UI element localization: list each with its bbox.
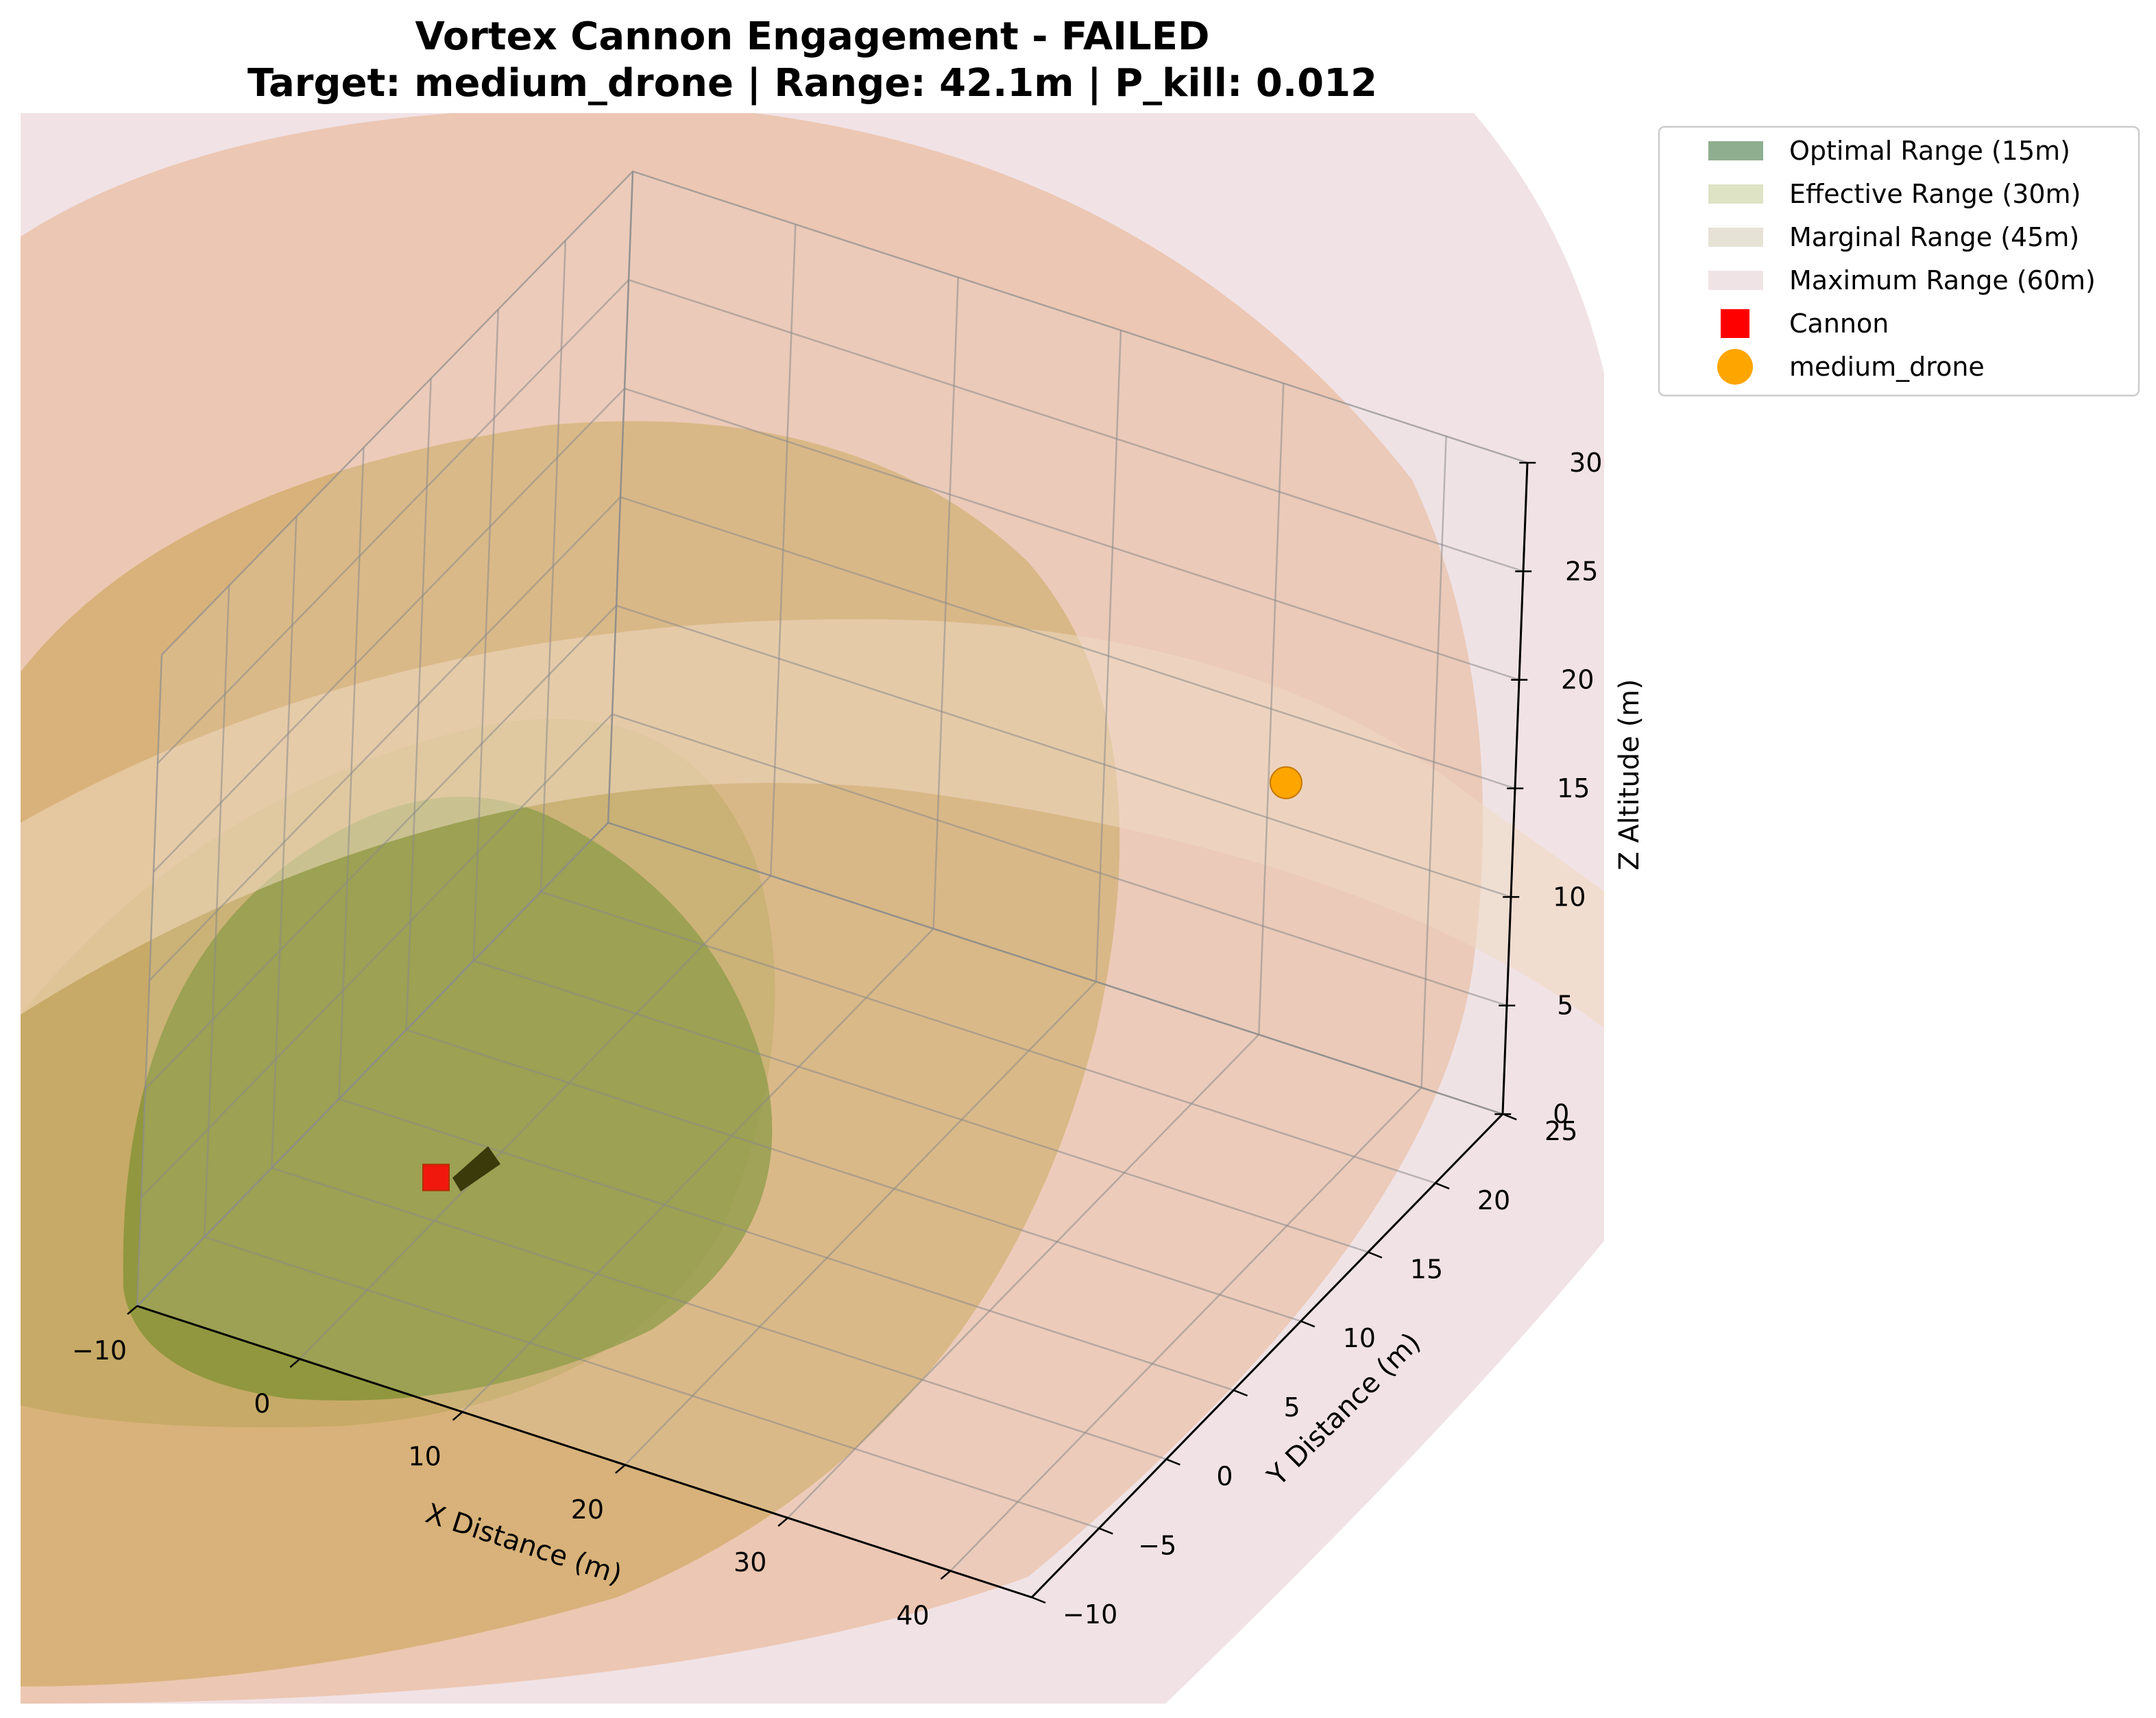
grid-line-y — [406, 1029, 1302, 1322]
grid-line-y — [473, 960, 1369, 1253]
x-tick-mark — [615, 1464, 626, 1474]
z-tick-label: 25 — [1565, 556, 1598, 586]
x-tick-label: 20 — [571, 1495, 604, 1525]
grid-line-z — [157, 279, 629, 764]
y-axis-ticks: −10 −5 0 5 10 15 20 25 — [1031, 1113, 1577, 1630]
z-tick-label: 30 — [1569, 448, 1602, 478]
legend-label: Cannon — [1789, 308, 1889, 339]
y-tick-label: 5 — [1284, 1392, 1300, 1423]
legend-label: medium_drone — [1789, 352, 1985, 382]
x-tick-mark — [289, 1358, 301, 1368]
y-tick-mark — [1300, 1320, 1316, 1328]
legend-swatch — [1708, 271, 1763, 290]
y-tick-mark — [1233, 1389, 1248, 1397]
legend-swatch — [1717, 349, 1753, 385]
grid-line-z — [153, 387, 625, 873]
legend-label: Marginal Range (45m) — [1789, 222, 2079, 252]
y-tick-label: −10 — [1063, 1599, 1117, 1630]
grid-line-z — [161, 171, 633, 655]
x-axis-ticks: −10 0 10 20 30 40 — [72, 1305, 952, 1630]
x-tick-mark — [777, 1517, 789, 1527]
y-tick-label: 15 — [1410, 1254, 1443, 1284]
legend-label: Maximum Range (60m) — [1789, 265, 2096, 295]
data-points — [422, 766, 1303, 1191]
y-tick-mark — [1031, 1596, 1046, 1604]
x-tick-mark — [127, 1305, 138, 1315]
drone-marker — [1269, 766, 1303, 799]
y-tick-label: −5 — [1138, 1530, 1176, 1560]
x-tick-label: 10 — [408, 1442, 441, 1472]
y-tick-mark — [1368, 1251, 1383, 1259]
grid-line-z — [141, 713, 613, 1198]
cannon-barrel — [452, 1146, 500, 1191]
y-tick-mark — [1165, 1458, 1180, 1466]
legend-swatch — [1708, 184, 1763, 204]
legend-swatch — [1721, 309, 1749, 338]
chart-subtitle: Target: medium_drone | Range: 42.1m | P_… — [247, 61, 1377, 106]
z-tick-label: 10 — [1553, 882, 1586, 912]
grid-line-z — [607, 821, 1503, 1115]
z-axis-ticks: 0 5 10 15 20 25 30 — [1494, 448, 1602, 1129]
x-tick-label: 40 — [896, 1600, 929, 1630]
cannon-marker — [422, 1163, 450, 1191]
x-axis-line — [136, 1305, 1032, 1599]
legend-swatch — [1708, 228, 1763, 247]
grid-line-y — [204, 1236, 1100, 1529]
x-tick-label: 30 — [734, 1547, 766, 1577]
legend-frame — [1658, 125, 2140, 397]
z-tick-label: 0 — [1553, 1099, 1569, 1129]
optimal-range-shell — [123, 797, 773, 1401]
x-tick-label: 0 — [254, 1388, 270, 1418]
y-tick-mark — [1098, 1527, 1113, 1535]
legend-swatch — [1708, 141, 1763, 160]
y-tick-label: 25 — [1545, 1116, 1577, 1146]
lower-band-shell — [21, 619, 1604, 1028]
grid-line-y — [540, 891, 1436, 1184]
z-tick-label: 20 — [1561, 665, 1594, 695]
axes-grid — [136, 169, 1529, 1599]
x-tick-label: −10 — [72, 1335, 127, 1366]
grid-line-z — [149, 496, 621, 981]
grid-line-z — [632, 170, 1528, 464]
y-tick-mark — [1435, 1182, 1450, 1189]
grid-line-z — [611, 713, 1507, 1006]
grid-line-z — [145, 605, 617, 1090]
z-tick-label: 5 — [1557, 991, 1573, 1021]
y-tick-label: 20 — [1477, 1185, 1510, 1215]
legend-label: Effective Range (30m) — [1789, 179, 2081, 209]
grid-line-x — [787, 1034, 1260, 1519]
legend-label: Optimal Range (15m) — [1789, 136, 2070, 166]
x-tick-mark — [452, 1411, 463, 1421]
grid-line-x — [625, 981, 1097, 1466]
grid-line-x — [461, 928, 934, 1413]
grid-line-x — [949, 1087, 1422, 1572]
x-tick-mark — [940, 1570, 952, 1580]
legend: Optimal Range (15m) Effective Range (30m)… — [1658, 125, 2140, 397]
y-tick-mark — [1502, 1113, 1517, 1121]
y-tick-label: 0 — [1216, 1462, 1233, 1492]
grid-line-x — [299, 875, 772, 1360]
z-tick-label: 15 — [1557, 773, 1590, 803]
y-tick-label: 10 — [1343, 1323, 1376, 1353]
grid-line-y — [271, 1167, 1167, 1460]
z-axis-label: Z Altitude (m) — [1614, 679, 1645, 870]
grid-line-z — [624, 387, 1520, 681]
grid-line-z — [616, 605, 1512, 898]
y-axis-line — [1030, 1113, 1504, 1599]
chart-title: Vortex Cannon Engagement - FAILED — [415, 14, 1210, 59]
grid-line-z — [628, 279, 1524, 572]
grid-line-z — [620, 496, 1516, 790]
grid-line-z — [136, 822, 609, 1307]
